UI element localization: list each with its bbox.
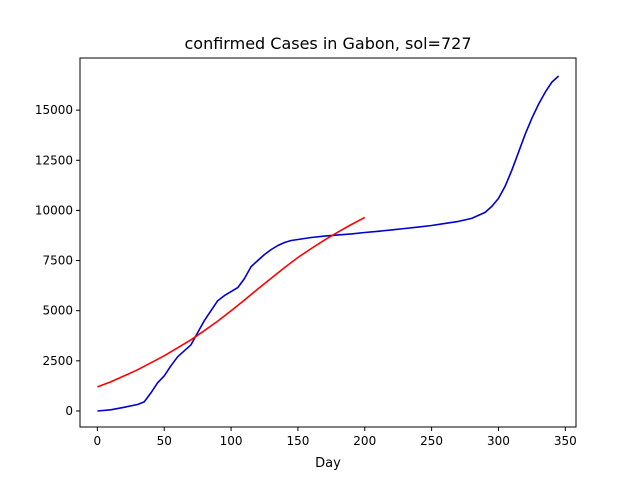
y-tick-label: 2500	[42, 354, 73, 368]
chart-title: confirmed Cases in Gabon, sol=727	[185, 34, 472, 53]
x-tick-label: 50	[157, 434, 172, 448]
y-axis-ticks: 0 2500 5000 7500 10000 12500 15000	[35, 103, 80, 418]
x-tick-label: 350	[554, 434, 577, 448]
x-tick-label: 100	[220, 434, 243, 448]
series-line-0	[97, 75, 560, 412]
y-tick-label: 5000	[42, 304, 73, 318]
y-tick-label: 7500	[42, 254, 73, 268]
x-tick-label: 250	[420, 434, 443, 448]
x-tick-label: 0	[94, 434, 102, 448]
x-tick-label: 150	[286, 434, 309, 448]
x-axis-label: Day	[315, 456, 341, 471]
y-tick-label: 0	[65, 404, 73, 418]
y-tick-label: 15000	[35, 103, 73, 117]
x-axis-ticks: 0 50 100 150 200 250 300 350	[94, 427, 577, 448]
x-tick-label: 200	[353, 434, 376, 448]
y-tick-label: 10000	[35, 203, 73, 217]
series-line-1	[97, 216, 366, 388]
y-tick-label: 12500	[35, 153, 73, 167]
series-layer	[97, 75, 560, 412]
x-tick-label: 300	[487, 434, 510, 448]
plot-area-frame	[79, 57, 577, 428]
